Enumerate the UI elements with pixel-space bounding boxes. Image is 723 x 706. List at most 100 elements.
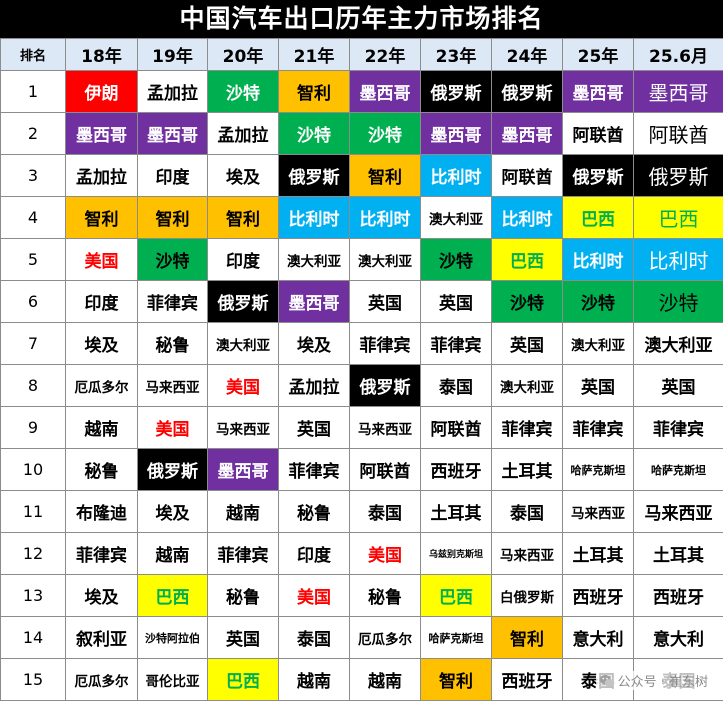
market-cell: 孟加拉: [65, 154, 138, 197]
market-cell: 马来西亚: [349, 406, 421, 449]
watermark-text: 公众号 · 崔东树: [617, 675, 708, 690]
market-cell: 美国: [349, 532, 421, 575]
market-cell: 马来西亚: [633, 490, 723, 533]
rank-cell: 9: [0, 406, 66, 449]
market-cell: 泰国: [491, 490, 563, 533]
market-cell: 美国: [65, 238, 138, 281]
header-2019: 19年: [137, 38, 208, 71]
table-row: 4 智利 智利 智利 比利时 比利时 澳大利亚 比利时 巴西 巴西: [0, 196, 723, 239]
table-row: 7 埃及 秘鲁 澳大利亚 埃及 菲律宾 菲律宾 英国 澳大利亚 澳大利亚: [0, 322, 723, 365]
table-row: 14 叙利亚 沙特阿拉伯 英国 泰国 厄瓜多尔 哈萨克斯坦 智利 意大利 意大利: [0, 616, 723, 659]
market-cell: 越南: [137, 532, 208, 575]
table-row: 3 孟加拉 印度 埃及 俄罗斯 智利 比利时 阿联酋 俄罗斯 俄罗斯: [0, 154, 723, 197]
market-cell: 菲律宾: [349, 322, 421, 365]
market-cell: 乌兹别克斯坦: [420, 532, 492, 575]
market-cell: 英国: [633, 364, 723, 407]
market-cell: 厄瓜多尔: [65, 658, 138, 701]
market-cell: 沙特: [491, 280, 563, 323]
market-cell: 阿联酋: [633, 112, 723, 155]
market-cell: 埃及: [137, 490, 208, 533]
market-cell: 智利: [278, 70, 350, 113]
market-cell: 土耳其: [562, 532, 634, 575]
market-cell: 沙特: [633, 280, 723, 323]
market-cell: 沙特: [420, 238, 492, 281]
market-cell: 哈萨克斯坦: [633, 448, 723, 491]
market-cell: 澳大利亚: [278, 238, 350, 281]
market-cell: 巴西: [633, 196, 723, 239]
rank-cell: 7: [0, 322, 66, 365]
watermark: 公众号 · 崔东树: [595, 671, 711, 690]
rank-cell: 2: [0, 112, 66, 155]
market-cell: 比利时: [349, 196, 421, 239]
market-cell: 哈萨克斯坦: [562, 448, 634, 491]
market-cell: 墨西哥: [491, 112, 563, 155]
market-cell: 西班牙: [420, 448, 492, 491]
market-cell: 秘鲁: [137, 322, 208, 365]
market-cell: 墨西哥: [137, 112, 208, 155]
table-row: 9 越南 美国 马来西亚 英国 马来西亚 阿联酋 菲律宾 菲律宾 菲律宾: [0, 406, 723, 449]
wechat-icon: [599, 674, 614, 687]
market-cell: 布隆迪: [65, 490, 138, 533]
rank-cell: 15: [0, 658, 66, 701]
market-cell: 俄罗斯: [137, 448, 208, 491]
market-cell: 菲律宾: [491, 406, 563, 449]
market-cell: 沙特: [278, 112, 350, 155]
market-cell: 俄罗斯: [633, 154, 723, 197]
rank-cell: 6: [0, 280, 66, 323]
market-cell: 菲律宾: [633, 406, 723, 449]
market-cell: 菲律宾: [420, 322, 492, 365]
market-cell: 菲律宾: [137, 280, 208, 323]
market-cell: 阿联酋: [491, 154, 563, 197]
market-cell: 厄瓜多尔: [65, 364, 138, 407]
market-cell: 澳大利亚: [349, 238, 421, 281]
market-cell: 比利时: [278, 196, 350, 239]
market-cell: 叙利亚: [65, 616, 138, 659]
market-cell: 西班牙: [633, 574, 723, 617]
header-2018: 18年: [65, 38, 138, 71]
market-cell: 比利时: [420, 154, 492, 197]
table-row: 15厄瓜多尔哥伦比亚巴西越南越南智利西班牙泰国泰国: [0, 658, 723, 701]
market-cell: 墨西哥: [562, 70, 634, 113]
market-cell: 俄罗斯: [562, 154, 634, 197]
market-cell: 英国: [349, 280, 421, 323]
market-cell: 伊朗: [65, 70, 138, 113]
table-row: 2 墨西哥 墨西哥 孟加拉 沙特 沙特 墨西哥 墨西哥 阿联酋 阿联酋: [0, 112, 723, 155]
market-cell: 泰国: [420, 364, 492, 407]
market-cell: 智利: [65, 196, 138, 239]
market-cell: 巴西: [491, 238, 563, 281]
market-cell: 马来西亚: [562, 490, 634, 533]
market-cell: 孟加拉: [207, 112, 279, 155]
market-cell: 埃及: [65, 322, 138, 365]
market-cell: 越南: [65, 406, 138, 449]
market-cell: 澳大利亚: [633, 322, 723, 365]
market-cell: 英国: [278, 406, 350, 449]
market-cell: 印度: [278, 532, 350, 575]
market-cell: 巴西: [420, 574, 492, 617]
table-title: 中国汽车出口历年主力市场排名: [0, 0, 723, 38]
header-rank: 排名: [0, 38, 66, 71]
header-2021: 21年: [278, 38, 350, 71]
rank-cell: 4: [0, 196, 66, 239]
header-row: 排名 18年 19年 20年 21年 22年 23年 24年 25年 25.6月: [0, 38, 723, 71]
market-cell: 菲律宾: [207, 532, 279, 575]
market-cell: 孟加拉: [137, 70, 208, 113]
market-cell: 澳大利亚: [491, 364, 563, 407]
market-cell: 比利时: [633, 238, 723, 281]
rank-cell: 1: [0, 70, 66, 113]
market-cell: 智利: [137, 196, 208, 239]
market-cell: 泰国: [349, 490, 421, 533]
market-cell: 菲律宾: [278, 448, 350, 491]
rank-cell: 5: [0, 238, 66, 281]
market-cell: 埃及: [65, 574, 138, 617]
market-cell: 智利: [207, 196, 279, 239]
market-cell: 沙特阿拉伯: [137, 616, 208, 659]
header-2024: 24年: [491, 38, 563, 71]
market-cell: 比利时: [491, 196, 563, 239]
ranking-table: 排名 18年 19年 20年 21年 22年 23年 24年 25年 25.6月…: [0, 38, 723, 701]
market-cell: 俄罗斯: [349, 364, 421, 407]
market-cell: 秘鲁: [349, 574, 421, 617]
market-cell: 澳大利亚: [207, 322, 279, 365]
market-cell: 美国: [137, 406, 208, 449]
market-cell: 土耳其: [420, 490, 492, 533]
rank-cell: 14: [0, 616, 66, 659]
